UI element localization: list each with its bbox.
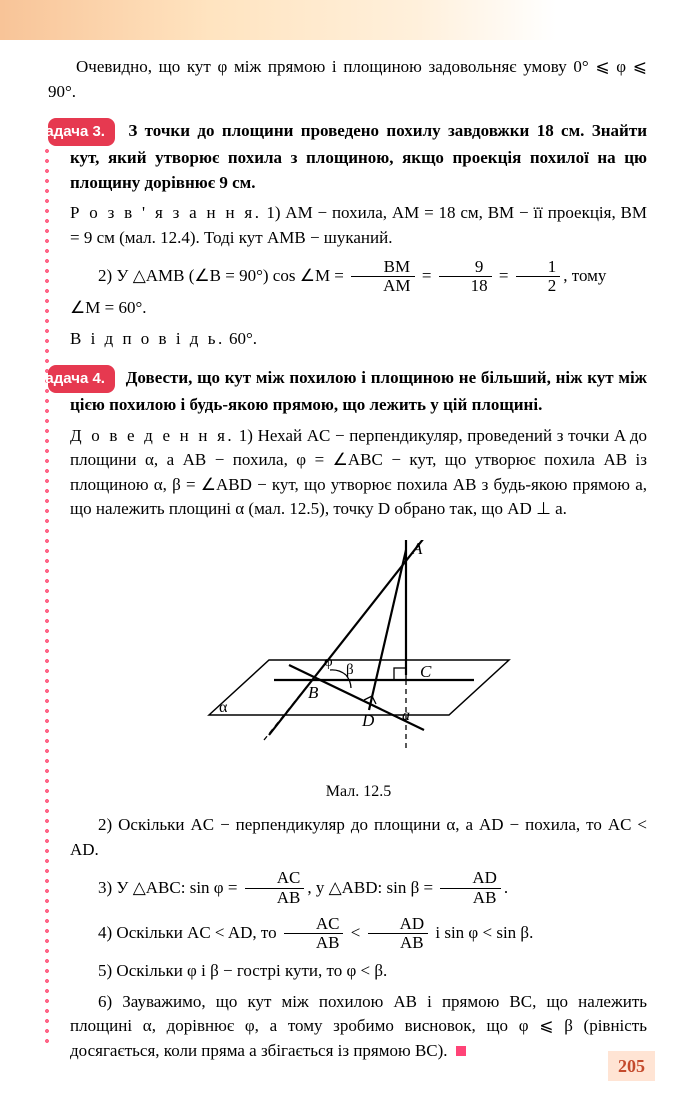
line-ad — [369, 550, 406, 710]
task3-sol2-suffix: , тому — [563, 266, 606, 285]
page-content: Очевидно, що кут φ між прямою і площиною… — [0, 0, 695, 1100]
task4-p3-suffix: . — [504, 878, 508, 897]
label-phi: φ — [324, 654, 333, 670]
frac-den: 18 — [439, 277, 492, 296]
task4-p3-frac1: AC AB — [245, 869, 305, 907]
task4-proof-label: Д о в е д е н н я. — [70, 426, 234, 445]
frac-den: 2 — [516, 277, 561, 296]
label-line-a: a — [402, 707, 410, 724]
proof-end-square-icon — [456, 1046, 466, 1056]
frac-num: BM — [351, 258, 414, 278]
task4-p4-suffix: і sin φ < sin β. — [435, 923, 533, 942]
label-c-point: C — [420, 662, 432, 681]
frac-num: AC — [284, 915, 344, 935]
frac-num: AC — [245, 869, 305, 889]
figure-caption: Мал. 12.5 — [70, 780, 647, 803]
task4-problem: Задача 4. Довести, що кут між похилою і … — [70, 365, 647, 417]
task3-frac-3: 1 2 — [516, 258, 561, 296]
dash-ab-ext — [264, 680, 312, 740]
task3-sol2-end: ∠M = 60°. — [70, 296, 647, 321]
frac-den: AB — [440, 889, 501, 908]
label-alpha: α — [219, 699, 228, 716]
task3-problem-text: З точки до площини проведено похилу завд… — [70, 121, 647, 191]
task4-proof-2: 2) Оскільки AC − перпендикуляр до площин… — [70, 813, 647, 862]
task4-p6-text: 6) Зауважимо, що кут між похилою AB і пр… — [70, 992, 647, 1060]
task4-p3-prefix: 3) У △ABC: sin φ = — [98, 878, 237, 897]
task4-p4-lt: < — [351, 923, 361, 942]
plane-alpha — [209, 660, 509, 715]
task3-solve-label: Р о з в ' я з а н н я. — [70, 203, 261, 222]
task4-p3-frac2: AD AB — [440, 869, 501, 907]
frac-num: AD — [440, 869, 501, 889]
task4-proof-6: 6) Зауважимо, що кут між похилою AB і пр… — [70, 990, 647, 1064]
angle-phi-arc — [330, 670, 346, 675]
task4-proof-3: 3) У △ABC: sin φ = AC AB , у △ABD: sin β… — [70, 869, 647, 908]
task3-answer: В і д п о в і д ь. 60°. — [70, 327, 647, 352]
task3-solution-2: 2) У △AMB (∠B = 90°) cos ∠M = BM AM = 9 … — [70, 257, 647, 296]
task4-p4-prefix: 4) Оскільки AC < AD, то — [98, 923, 277, 942]
task4-proof-4: 4) Оскільки AC < AD, то AC AB < AD AB і … — [70, 914, 647, 953]
label-b-point: B — [308, 683, 319, 702]
label-a-point: A — [411, 540, 423, 558]
frac-den: AB — [245, 889, 305, 908]
task4-p3-mid: , у △ABD: sin β = — [307, 878, 433, 897]
task3-sol2-prefix: 2) У △AMB (∠B = 90°) cos ∠M = — [98, 266, 344, 285]
task4-p4-frac2: AD AB — [368, 915, 429, 953]
task4-label: Задача 4. — [48, 365, 115, 393]
page-number: 205 — [608, 1051, 655, 1081]
figure-12-5: A B C D α a φ β Мал. 12.5 — [70, 540, 647, 803]
task3-answer-label: В і д п о в і д ь. — [70, 329, 225, 348]
frac-den: AB — [368, 934, 429, 953]
right-angle-c — [394, 668, 406, 680]
task3-frac-1: BM AM — [351, 258, 414, 296]
task3-answer-value: 60°. — [229, 329, 257, 348]
label-d-point: D — [361, 711, 375, 730]
task3-label: Задача 3. — [48, 118, 115, 146]
task-3-block: Задача 3. З точки до площини проведено п… — [48, 118, 647, 351]
task3-solution-1: Р о з в ' я з а н н я. 1) AM − похила, A… — [70, 201, 647, 250]
task3-problem: Задача 3. З точки до площини проведено п… — [70, 118, 647, 195]
task3-frac-2: 9 18 — [439, 258, 492, 296]
task4-p4-frac1: AC AB — [284, 915, 344, 953]
intro-paragraph: Очевидно, що кут φ між прямою і площиною… — [48, 55, 647, 104]
task4-problem-text: Довести, що кут між похилою і площиною н… — [70, 368, 647, 414]
frac-den: AB — [284, 934, 344, 953]
task4-proof-1: Д о в е д е н н я. 1) Нехай AC − перпенд… — [70, 424, 647, 523]
geometry-diagram: A B C D α a φ β — [194, 540, 524, 770]
task-4-block: Задача 4. Довести, що кут між похилою і … — [48, 365, 647, 1064]
frac-num: 1 — [516, 258, 561, 278]
frac-num: 9 — [439, 258, 492, 278]
frac-num: AD — [368, 915, 429, 935]
label-beta: β — [346, 662, 354, 678]
frac-den: AM — [351, 277, 414, 296]
task4-proof-5: 5) Оскільки φ і β − гострі кути, то φ < … — [70, 959, 647, 984]
